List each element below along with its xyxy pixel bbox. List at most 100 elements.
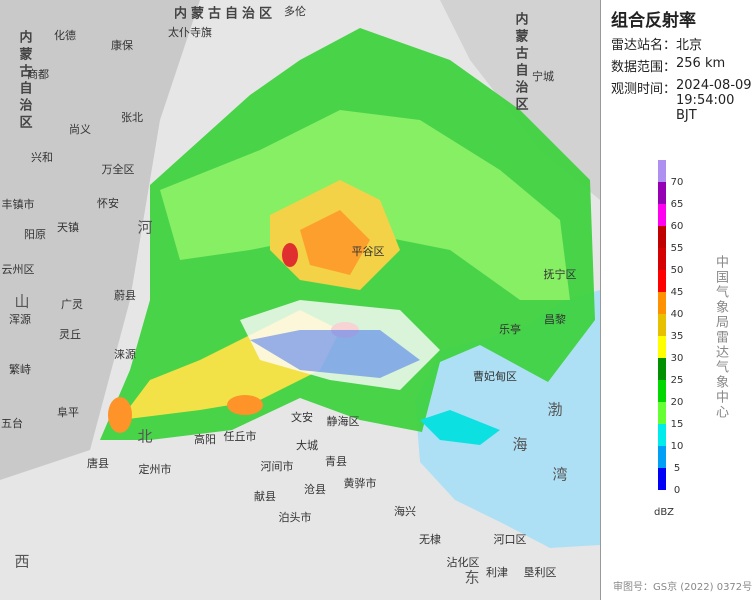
place-label: 蔚县 xyxy=(114,289,136,302)
place-label: 文安 xyxy=(291,410,313,424)
place-label: 内蒙古自治区 xyxy=(174,6,276,22)
place-label: 献县 xyxy=(254,489,276,503)
place-label: 沧县 xyxy=(304,482,326,496)
legend-tick-label: 30 xyxy=(671,353,684,364)
legend-tick-label: 20 xyxy=(671,397,684,408)
place-label: 兴和 xyxy=(31,151,53,164)
place-label: 湾 xyxy=(552,466,567,484)
legend-tick-label: 5 xyxy=(674,463,680,474)
legend-tick-label: 50 xyxy=(671,265,684,276)
panel-title: 组合反射率 xyxy=(611,11,696,31)
place-label: 抚宁区 xyxy=(544,267,577,281)
info-value: 2024-08-09 19:54:00 BJT xyxy=(676,78,752,123)
place-label: 阳原 xyxy=(24,228,46,241)
legend-unit: dBZ xyxy=(654,507,674,518)
place-label: 大城 xyxy=(296,438,318,452)
place-label: 青县 xyxy=(325,455,347,468)
place-label: 张北 xyxy=(121,111,143,124)
place-label: 昌黎 xyxy=(544,312,566,326)
place-label: 广灵 xyxy=(61,298,83,311)
place-label: 乐亭 xyxy=(499,322,521,336)
place-label: 商都 xyxy=(27,67,49,81)
place-label: 多伦 xyxy=(284,4,306,18)
place-label: 万全区 xyxy=(102,162,135,176)
place-label: 河口区 xyxy=(494,533,527,546)
footer: 审图号：GS京 (2022) 0372号 xyxy=(613,582,753,593)
color-segment xyxy=(658,468,666,490)
place-label: 五台 xyxy=(1,416,23,430)
color-segment xyxy=(658,182,666,204)
place-label: 定州市 xyxy=(139,462,172,476)
info-label: 雷达站名： xyxy=(611,38,677,53)
color-segment xyxy=(658,248,666,270)
place-label: 泊头市 xyxy=(279,510,312,524)
place-label: 云州区 xyxy=(2,263,35,276)
place-label: 曹妃甸区 xyxy=(473,369,517,383)
place-label: 垦利区 xyxy=(524,566,557,579)
place-label: 内蒙古自治区 xyxy=(17,29,33,132)
legend-tick-label: 25 xyxy=(671,375,684,386)
legend-tick-label: 60 xyxy=(671,221,684,232)
color-segment xyxy=(658,358,666,380)
place-label: 怀安 xyxy=(97,196,119,210)
color-segment xyxy=(658,204,666,226)
info-label: 数据范围： xyxy=(611,60,677,75)
place-label: 山 xyxy=(14,293,29,311)
place-label: 北 xyxy=(137,428,152,446)
place-label: 海 xyxy=(512,436,527,454)
place-label: 无棣 xyxy=(419,533,441,546)
place-label: 阜平 xyxy=(57,406,79,419)
place-label: 天镇 xyxy=(57,220,79,234)
color-segment xyxy=(658,424,666,446)
place-label: 河间市 xyxy=(261,459,294,473)
info-value: 256 km xyxy=(676,56,726,71)
color-segment xyxy=(658,160,666,182)
info-row: 观测时间： 2024-08-09 19:54:00 BJT xyxy=(611,78,755,123)
place-label: 化德 xyxy=(54,28,76,42)
place-label: 东 xyxy=(464,569,479,587)
place-label: 利津 xyxy=(486,566,508,579)
place-label: 内蒙古自治区 xyxy=(513,11,529,114)
info-row: 雷达站名： 北京 xyxy=(611,34,755,53)
place-label: 任丘市 xyxy=(224,429,257,443)
legend-tick-label: 70 xyxy=(671,177,684,188)
place-label: 涞源 xyxy=(114,347,136,361)
color-segment xyxy=(658,380,666,402)
color-segment xyxy=(658,336,666,358)
legend-tick-label: 10 xyxy=(671,441,684,452)
place-label: 平谷区 xyxy=(352,245,385,258)
legend-tick-label: 40 xyxy=(671,309,684,320)
place-label: 康保 xyxy=(111,38,133,52)
info-panel: 组合反射率 雷达站名： 北京 数据范围： 256 km 观测时间： 2024-08-09 … xyxy=(600,0,756,600)
legend-tick-label: 45 xyxy=(671,287,684,298)
place-label: 太仆寺旗 xyxy=(168,25,212,39)
color-segment xyxy=(658,446,666,468)
info-value: 北京 xyxy=(676,38,703,53)
legend-tick-label: 55 xyxy=(671,243,684,254)
credit: 中国气象局雷达气象中心 xyxy=(713,255,728,420)
color-segment xyxy=(658,292,666,314)
place-label: 黄骅市 xyxy=(344,476,377,490)
place-label: 渤 xyxy=(547,401,562,419)
place-label: 灵丘 xyxy=(59,328,81,341)
color-segment xyxy=(658,226,666,248)
legend-tick-label: 65 xyxy=(671,199,684,210)
legend-tick-label: 0 xyxy=(674,485,680,496)
info-row: 数据范围： 256 km xyxy=(611,56,755,75)
info-label: 观测时间： xyxy=(611,82,677,97)
place-label: 沾化区 xyxy=(447,555,480,569)
legend-tick-label: 15 xyxy=(671,419,684,430)
legend-tick-label: 35 xyxy=(671,331,684,342)
radar-echo xyxy=(100,28,595,445)
color-segment xyxy=(658,314,666,336)
place-label: 宁城 xyxy=(532,69,554,83)
place-label: 唐县 xyxy=(87,456,109,470)
place-label: 繁峙 xyxy=(9,362,31,376)
place-label: 丰镇市 xyxy=(2,197,35,211)
place-label: 高阳 xyxy=(194,432,216,446)
color-legend: 0 5 10 15 20 25 30 35 40 45 50 55 60 65 70 dBZ xyxy=(654,160,684,518)
place-label: 河 xyxy=(137,219,152,237)
terrain xyxy=(0,0,200,480)
place-label: 浑源 xyxy=(9,312,31,326)
